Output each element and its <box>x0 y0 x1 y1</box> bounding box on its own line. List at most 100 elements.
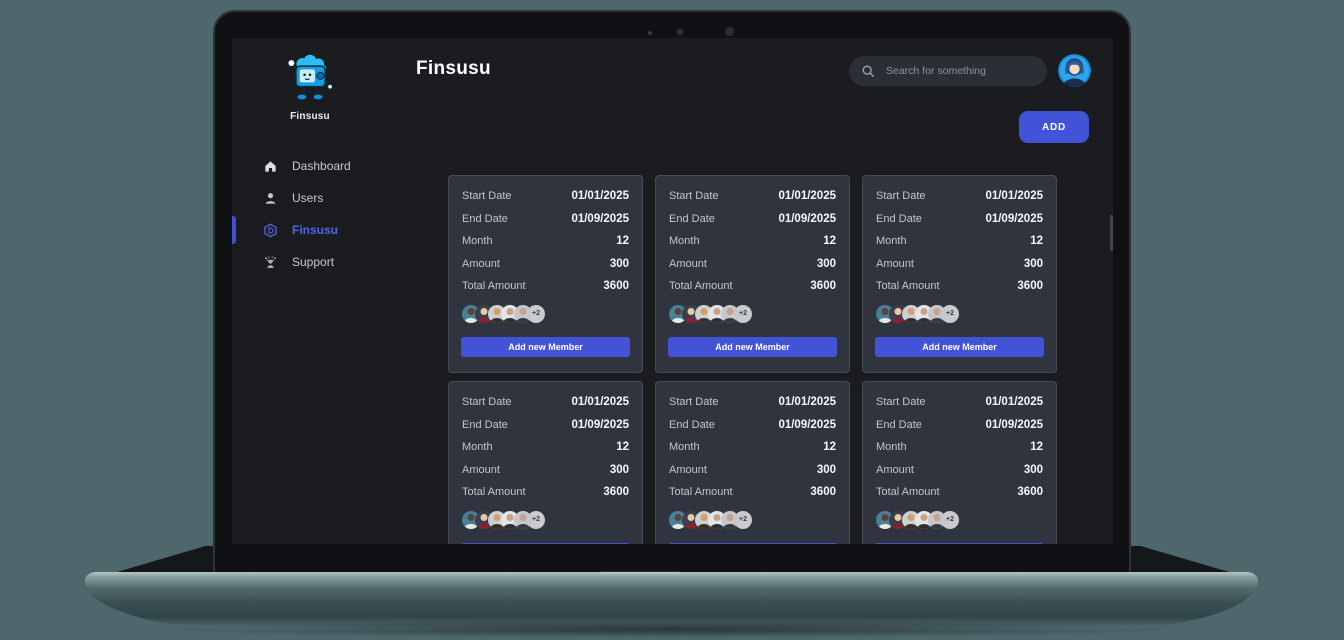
field-value: 01/01/2025 <box>778 396 836 409</box>
member-avatar <box>721 304 739 323</box>
laptop-display: Finsusu Dashboard Users <box>232 38 1113 544</box>
field-label: Start Date <box>462 396 512 409</box>
sidebar-item-label: Support <box>292 255 335 269</box>
add-member-button[interactable]: Add new Member <box>461 337 630 357</box>
field-label: Total Amount <box>462 486 526 499</box>
field-value: 12 <box>616 235 629 248</box>
member-avatar <box>514 510 532 529</box>
mascot-robot-icon <box>287 54 333 101</box>
user-icon <box>262 190 278 206</box>
field-value: 3600 <box>810 486 836 499</box>
field-label: Total Amount <box>462 280 526 293</box>
field-label: End Date <box>876 212 922 225</box>
active-nav-indicator <box>232 216 236 244</box>
search-input[interactable] <box>884 64 1035 78</box>
group-icon <box>262 254 278 270</box>
search-bar <box>849 56 1047 86</box>
member-avatar <box>514 304 532 323</box>
page-title: Finsusu <box>416 58 491 79</box>
field-value: 3600 <box>1017 280 1043 293</box>
overflow-count-badge: +2 <box>527 510 545 529</box>
field-value: 01/09/2025 <box>985 212 1043 225</box>
member-avatar-stack: +2 <box>462 304 629 323</box>
field-label: Month <box>669 441 700 454</box>
field-label: End Date <box>669 212 715 225</box>
member-avatar-stack: +2 <box>876 304 1043 323</box>
field-value: 12 <box>616 441 629 454</box>
field-label: Start Date <box>876 396 926 409</box>
user-avatar[interactable] <box>1058 54 1091 87</box>
susu-card: Start Date 01/01/2025 End Date 01/09/2025 … <box>655 381 850 544</box>
susu-card: Start Date 01/01/2025 End Date 01/09/2025 … <box>655 175 850 373</box>
brand-logo: Finsusu <box>232 53 388 122</box>
sidebar-item-finsusu[interactable]: Finsusu <box>232 214 412 246</box>
field-value: 01/01/2025 <box>985 396 1043 409</box>
susu-card-grid: Start Date 01/01/2025 End Date 01/09/2025 … <box>448 175 1057 544</box>
field-value: 300 <box>609 463 629 476</box>
field-label: Start Date <box>462 190 512 203</box>
field-label: Total Amount <box>876 486 940 499</box>
sidebar-item-label: Dashboard <box>292 159 351 173</box>
webcam-indicator-dot <box>648 31 652 35</box>
add-member-button[interactable]: Add new Member <box>668 337 837 357</box>
sidebar-item-dashboard[interactable]: Dashboard <box>232 150 412 182</box>
field-label: Amount <box>462 463 500 476</box>
member-avatar-stack: +2 <box>669 304 836 323</box>
scrollbar-thumb[interactable] <box>1110 215 1113 251</box>
field-label: End Date <box>876 418 922 431</box>
field-label: Amount <box>876 463 914 476</box>
add-button[interactable]: ADD <box>1019 111 1089 143</box>
field-label: End Date <box>462 418 508 431</box>
field-value: 01/09/2025 <box>778 212 836 225</box>
webcam-icon <box>676 28 684 36</box>
field-label: Amount <box>669 257 707 270</box>
susu-card: Start Date 01/01/2025 End Date 01/09/2025 … <box>448 175 643 373</box>
overflow-count-badge: +2 <box>527 304 545 323</box>
field-label: Month <box>876 441 907 454</box>
sidebar-item-users[interactable]: Users <box>232 182 412 214</box>
field-label: Total Amount <box>669 486 733 499</box>
main-content: Finsusu <box>412 38 1113 544</box>
field-value: 300 <box>1023 257 1043 270</box>
field-label: Month <box>669 235 700 248</box>
hexagon-icon <box>262 222 278 238</box>
field-label: End Date <box>462 212 508 225</box>
field-label: Month <box>462 441 493 454</box>
field-label: Start Date <box>669 396 719 409</box>
laptop-lid: Finsusu Dashboard Users <box>213 10 1131 572</box>
member-avatar-stack: +2 <box>669 510 836 529</box>
field-value: 01/01/2025 <box>985 190 1043 203</box>
sidebar-item-label: Users <box>292 191 324 205</box>
field-value: 01/09/2025 <box>571 418 629 431</box>
field-value: 01/01/2025 <box>778 190 836 203</box>
field-label: End Date <box>669 418 715 431</box>
field-value: 300 <box>816 257 836 270</box>
member-avatar-stack: +2 <box>462 510 629 529</box>
field-value: 3600 <box>603 280 629 293</box>
webcam-sensor-dot <box>725 27 734 36</box>
laptop-hinge-notch <box>600 571 680 574</box>
sidebar-item-support[interactable]: Support <box>232 246 412 278</box>
field-label: Amount <box>462 257 500 270</box>
field-label: Amount <box>669 463 707 476</box>
member-avatar-stack: +2 <box>876 510 1043 529</box>
field-label: Total Amount <box>876 280 940 293</box>
field-label: Total Amount <box>669 280 733 293</box>
overflow-count-badge: +2 <box>734 510 752 529</box>
field-value: 300 <box>609 257 629 270</box>
add-member-button[interactable]: Add new Member <box>875 543 1044 544</box>
susu-card: Start Date 01/01/2025 End Date 01/09/2025 … <box>448 381 643 544</box>
sidebar-nav: Dashboard Users <box>232 150 412 278</box>
laptop-base-shadow <box>150 620 1190 638</box>
field-value: 300 <box>1023 463 1043 476</box>
add-member-button[interactable]: Add new Member <box>668 543 837 544</box>
overflow-count-badge: +2 <box>941 510 959 529</box>
field-value: 3600 <box>810 280 836 293</box>
add-member-button[interactable]: Add new Member <box>875 337 1044 357</box>
add-member-button[interactable]: Add new Member <box>461 543 630 544</box>
field-label: Amount <box>876 257 914 270</box>
field-value: 3600 <box>603 486 629 499</box>
field-value: 01/01/2025 <box>571 190 629 203</box>
field-value: 12 <box>1030 235 1043 248</box>
